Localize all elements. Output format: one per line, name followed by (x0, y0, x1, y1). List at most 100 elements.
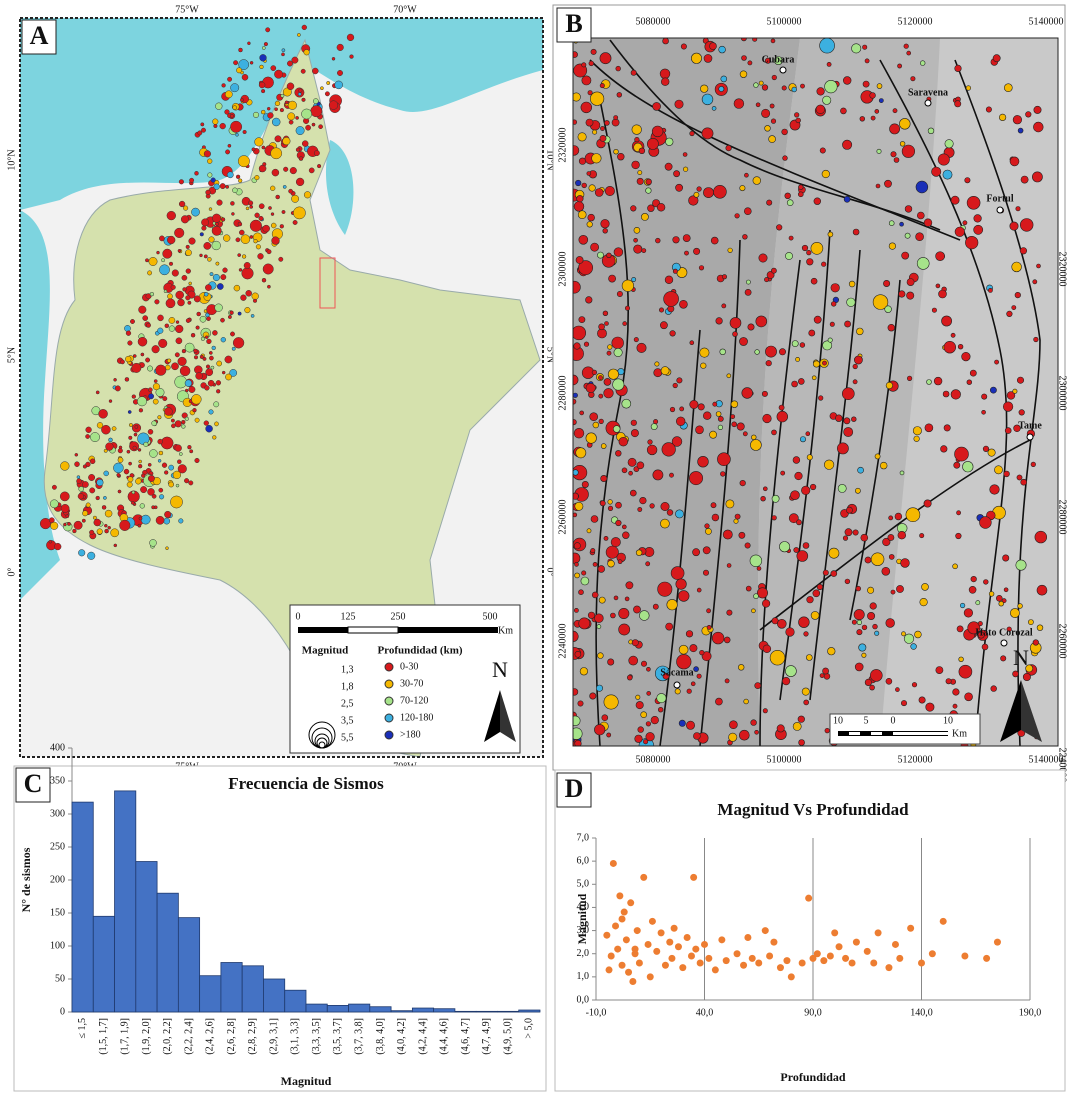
x-tick-label: (3,1, 3,3] (290, 1018, 301, 1055)
bar (177, 917, 201, 1013)
quake-dot (628, 655, 639, 666)
quake-dot (888, 554, 895, 560)
quake-dot (636, 342, 647, 353)
quake-dot (981, 409, 986, 415)
quake-dot (63, 522, 67, 527)
quake-dot (612, 425, 621, 433)
quake-dot (872, 623, 878, 630)
quake-dot (797, 191, 804, 198)
quake-dot (138, 516, 143, 521)
quake-dot (191, 394, 202, 405)
quake-dot (640, 711, 648, 719)
point (733, 950, 741, 958)
quake-dot (317, 164, 322, 169)
quake-dot (749, 554, 763, 567)
quake-dot (284, 100, 289, 105)
quake-dot (876, 148, 882, 154)
bar (71, 801, 94, 1013)
bar (305, 1003, 328, 1013)
quake-dot (161, 462, 168, 468)
quake-dot (578, 235, 589, 245)
quake-dot (310, 105, 323, 118)
quake-dot (89, 529, 95, 535)
x-tick-label: (1,5, 1,7] (98, 1018, 109, 1055)
quake-dot (761, 84, 769, 91)
quake-dot (657, 581, 673, 597)
quake-dot (114, 385, 121, 392)
quake-dot (597, 565, 605, 573)
scale-label: 500 (483, 611, 498, 622)
y-label: 2280000 (557, 376, 568, 411)
quake-dot (191, 207, 200, 217)
quake-dot (203, 150, 211, 158)
quake-dot (726, 609, 733, 616)
quake-dot (587, 213, 595, 222)
quake-dot (673, 170, 680, 178)
quake-dot (177, 298, 185, 307)
quake-dot (641, 212, 649, 221)
point (668, 954, 676, 962)
size-label: 3,5 (341, 715, 354, 726)
quake-dot (859, 116, 865, 122)
quake-dot (253, 239, 258, 244)
quake-dot (726, 563, 732, 568)
quake-dot (117, 457, 124, 463)
quake-dot (829, 321, 835, 327)
quake-dot (1015, 206, 1021, 212)
quake-dot (870, 115, 876, 121)
quake-dot (754, 349, 760, 355)
quake-dot (796, 550, 809, 562)
quake-dot (1003, 587, 1009, 593)
point (939, 917, 947, 925)
quake-dot (241, 267, 254, 280)
quake-dot (573, 419, 577, 426)
quake-dot (919, 533, 925, 539)
quake-dot (168, 481, 175, 488)
point (609, 859, 617, 867)
quake-dot (72, 528, 77, 534)
quake-dot (287, 100, 297, 110)
quake-dot (736, 422, 745, 431)
quake-dot (1025, 664, 1034, 673)
quake-dot (131, 394, 136, 399)
quake-dot (954, 100, 962, 108)
quake-dot (124, 325, 131, 332)
quake-dot (117, 489, 122, 494)
quake-dot (156, 250, 160, 255)
quake-dot (128, 423, 133, 427)
quake-dot (199, 253, 203, 258)
quake-dot (747, 323, 755, 331)
quake-dot (844, 320, 851, 328)
quake-dot (977, 631, 985, 639)
quake-dot (998, 113, 1007, 121)
quake-dot (125, 355, 132, 363)
quake-dot (935, 251, 945, 262)
quake-dot (791, 340, 799, 347)
quake-dot (822, 340, 833, 351)
lon-label: 70°W (393, 4, 417, 15)
quake-dot (601, 714, 609, 722)
quake-dot (1012, 388, 1018, 394)
quake-dot (950, 389, 961, 400)
scale-label: 0 (891, 715, 896, 726)
quake-dot (613, 247, 624, 257)
quake-dot (188, 386, 196, 393)
quake-dot (808, 329, 816, 337)
quake-dot (861, 624, 868, 631)
quake-dot (212, 273, 220, 282)
quake-dot (92, 515, 97, 520)
place-label: Tame (1018, 420, 1042, 431)
point (616, 892, 624, 900)
bar (497, 1010, 520, 1013)
quake-dot (241, 254, 247, 259)
quake-dot (211, 345, 216, 351)
bar (263, 978, 286, 1013)
quake-dot (85, 434, 90, 439)
quake-dot (139, 503, 145, 509)
quake-dot (573, 201, 585, 212)
quake-dot (225, 185, 230, 189)
quake-dot (138, 459, 142, 464)
quake-dot (898, 290, 906, 298)
quake-dot (157, 438, 163, 445)
quake-dot (271, 168, 280, 177)
